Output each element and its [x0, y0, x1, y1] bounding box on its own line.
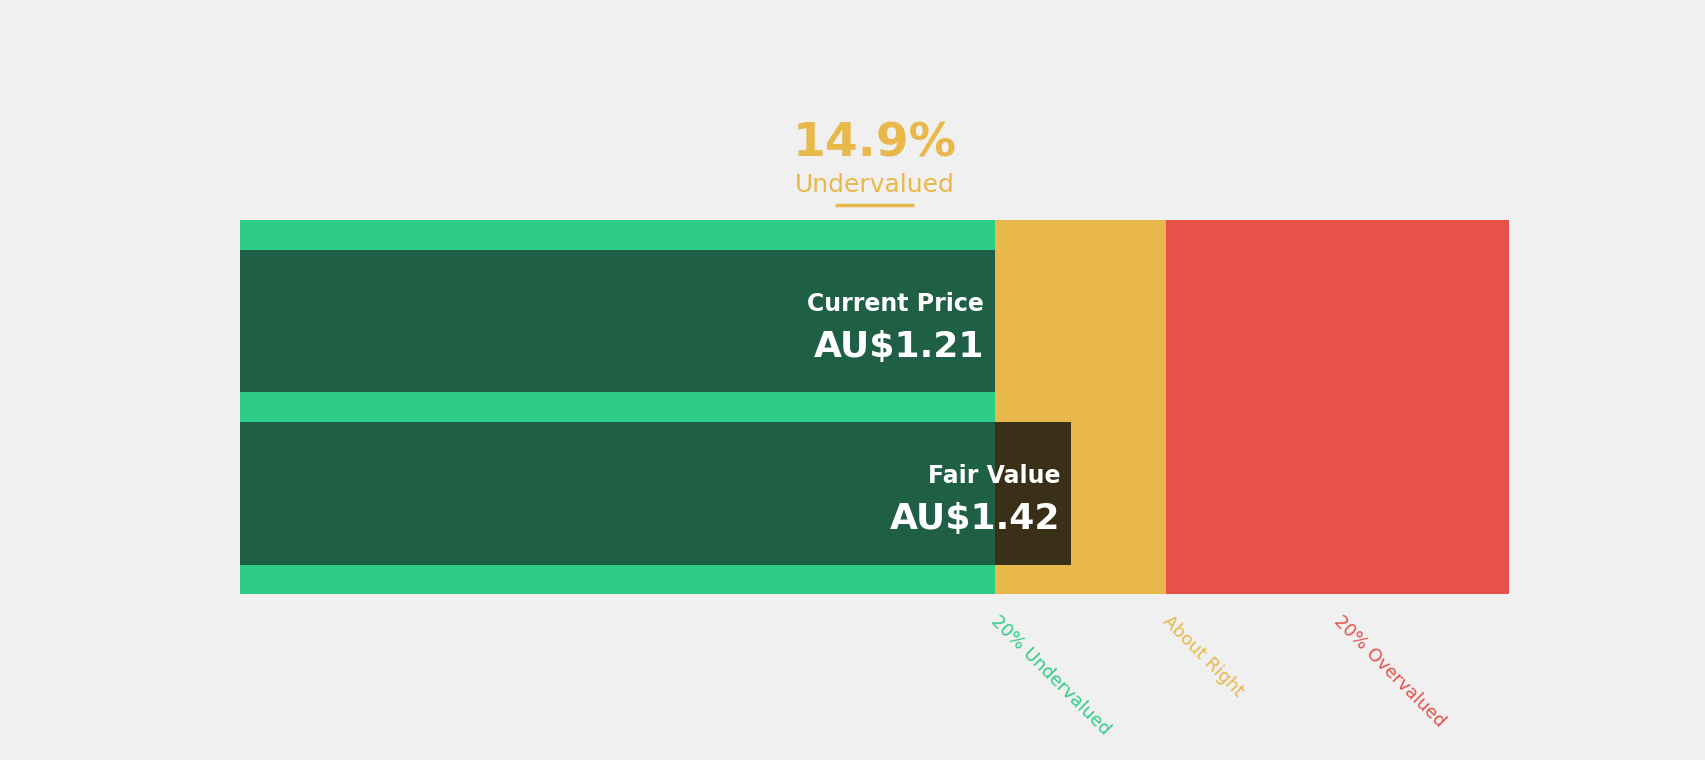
Bar: [994, 220, 1166, 594]
Bar: [994, 423, 1071, 565]
Text: Current Price: Current Price: [806, 292, 984, 316]
Text: 14.9%: 14.9%: [791, 122, 957, 166]
Text: About Right: About Right: [1158, 612, 1246, 700]
Text: 20% Overvalued: 20% Overvalued: [1330, 612, 1448, 730]
Text: AU$1.21: AU$1.21: [813, 330, 984, 364]
Bar: [239, 250, 994, 392]
Text: 20% Undervalued: 20% Undervalued: [987, 612, 1113, 739]
Text: Undervalued: Undervalued: [795, 173, 953, 197]
Text: Fair Value: Fair Value: [928, 464, 1061, 488]
Bar: [239, 423, 994, 565]
Text: AU$1.42: AU$1.42: [890, 502, 1061, 536]
Bar: [1166, 220, 1507, 594]
Bar: [239, 220, 994, 594]
